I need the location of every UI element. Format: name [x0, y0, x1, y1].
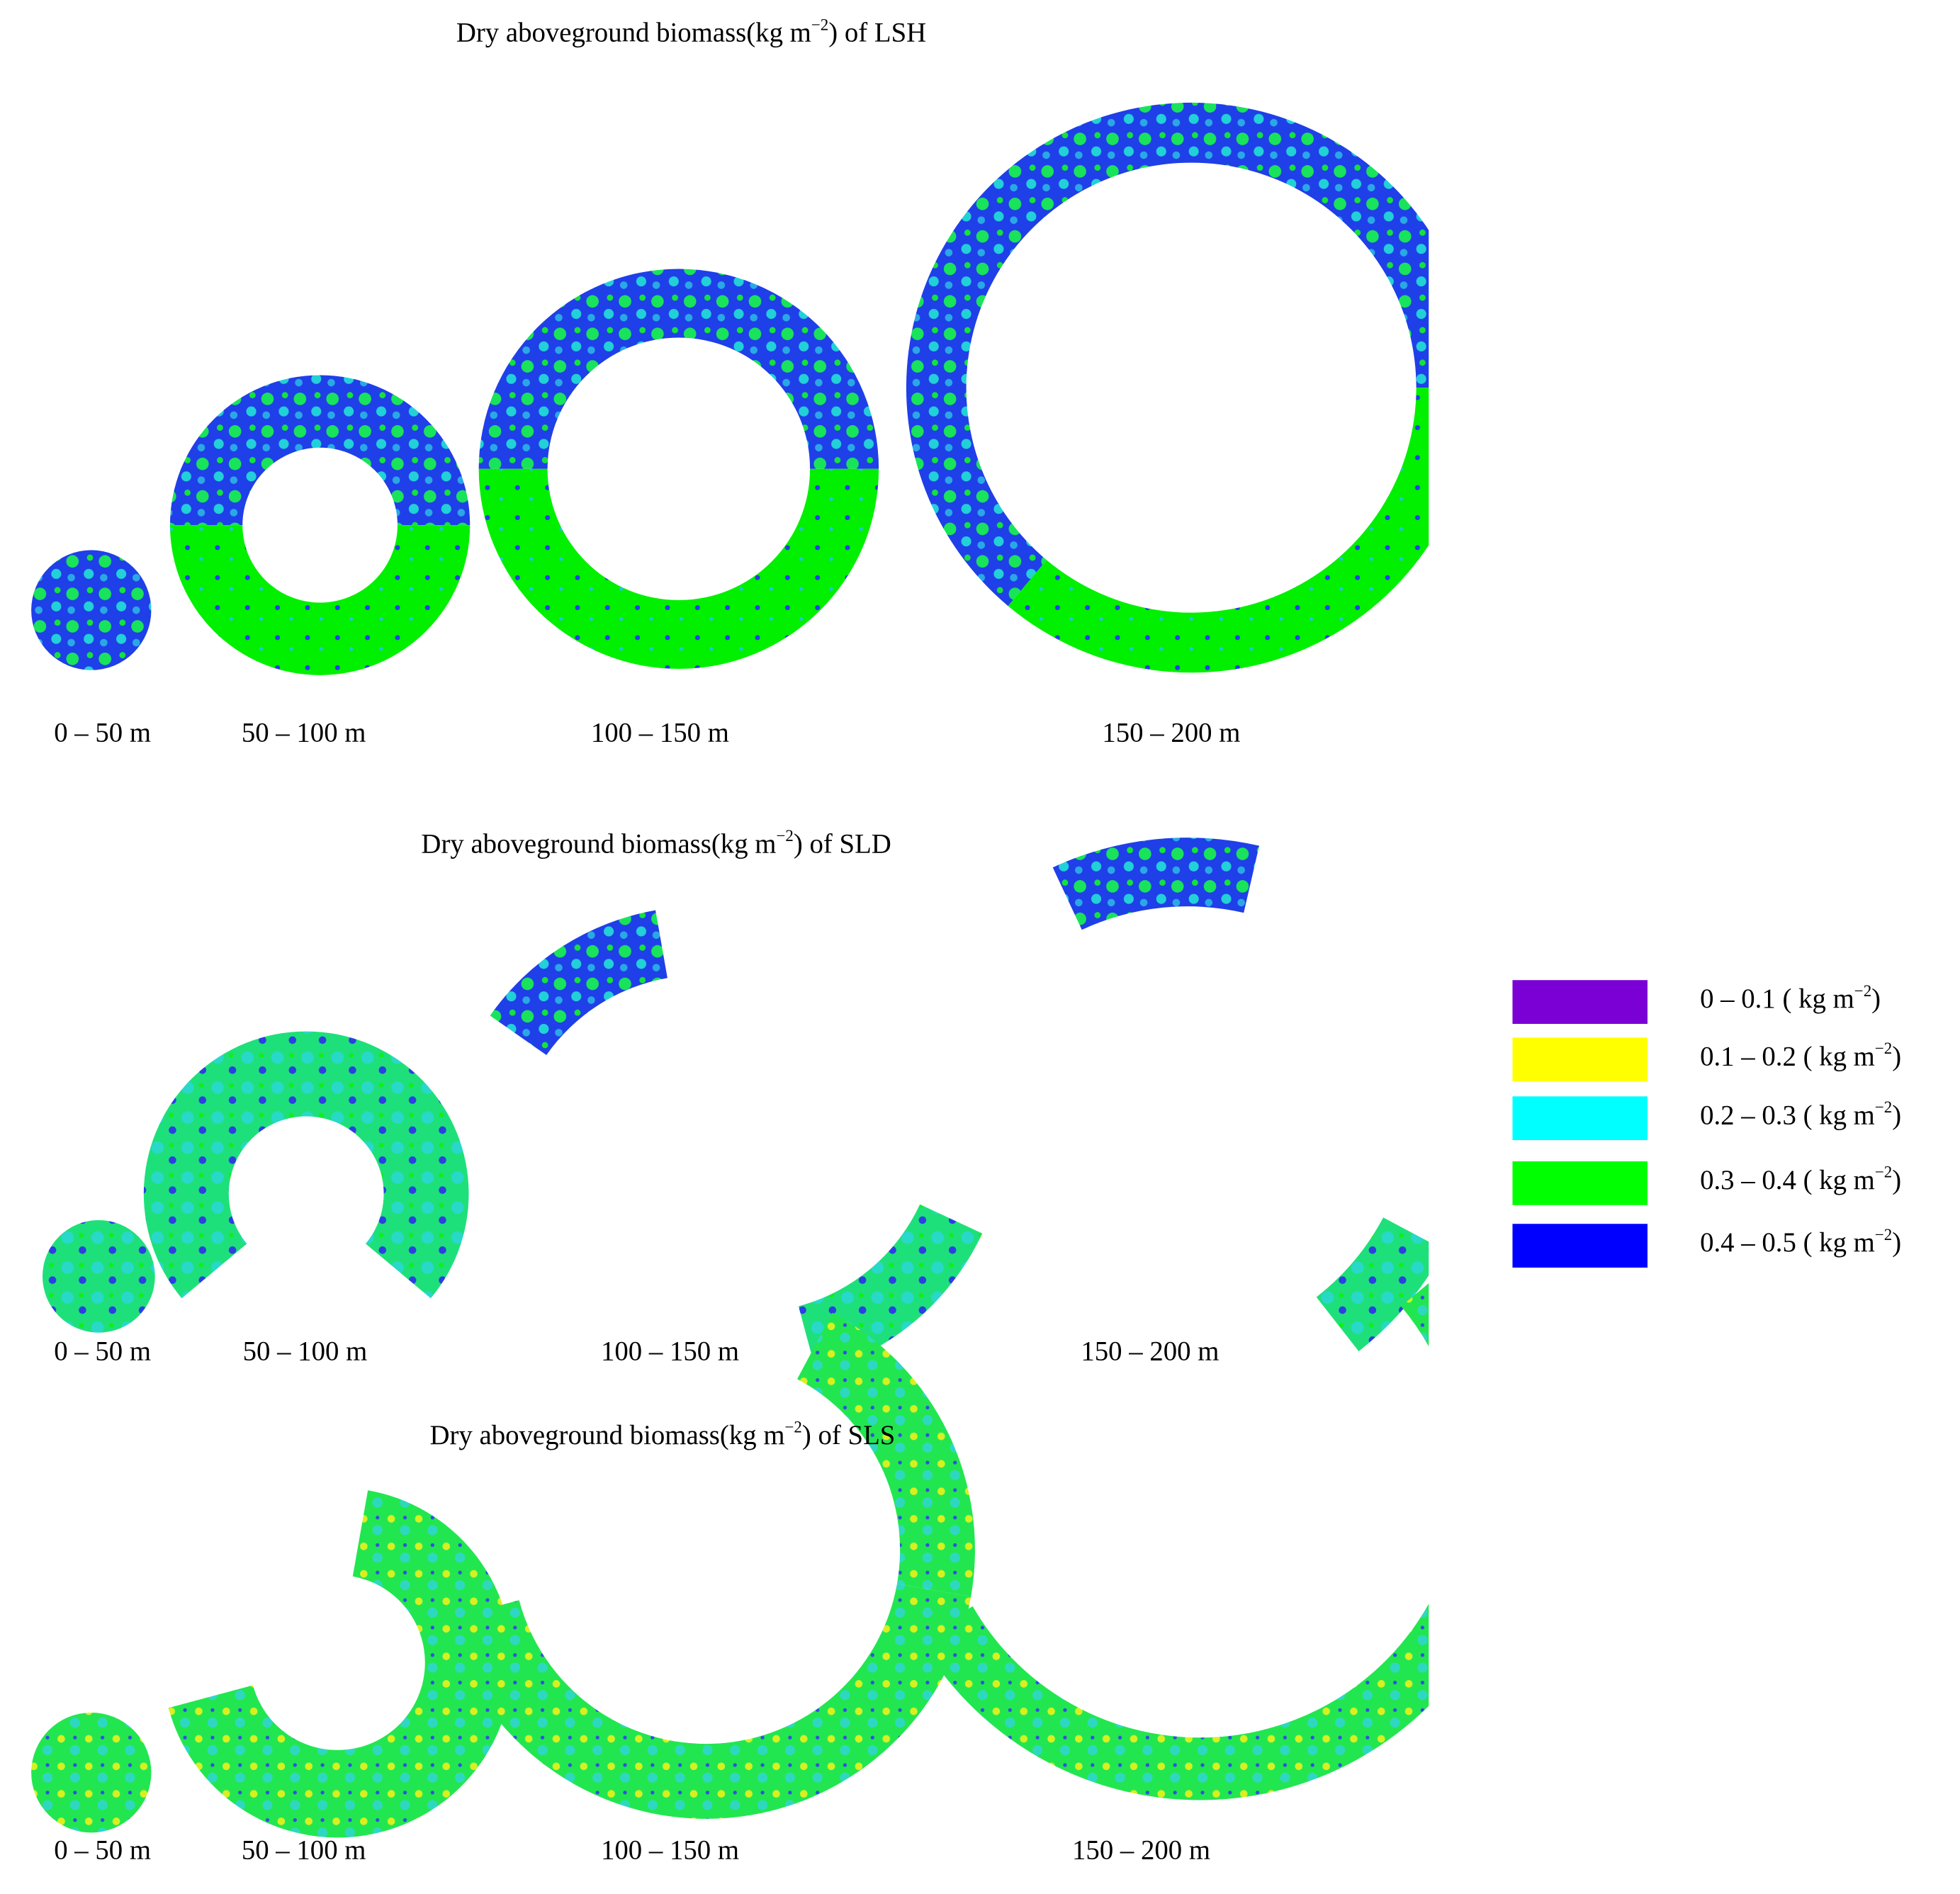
map-region	[446, 1584, 971, 1819]
ring-label: 100 – 150 m	[601, 1336, 739, 1367]
legend-label-part: −2	[1875, 1039, 1892, 1057]
ring-label: 0 – 50 m	[54, 1834, 151, 1865]
map-region	[918, 1603, 1429, 1800]
map-region	[478, 269, 879, 469]
ring-label: 50 – 100 m	[242, 1834, 366, 1865]
legend-label-part: )	[1892, 1227, 1901, 1258]
ring-label: 0 – 50 m	[54, 717, 151, 748]
map-region	[169, 525, 471, 675]
legend-swatch	[1512, 1224, 1648, 1268]
panel-title-part: −2	[785, 1419, 802, 1436]
legend-label-part: −2	[1854, 982, 1871, 1000]
legend-label-part: 0.4 – 0.5 ( kg m	[1700, 1227, 1875, 1258]
panel-title: Dry aboveground biomass(kg m−2) of SLD	[421, 827, 891, 859]
legend-label: 0 – 0.1 ( kg m−2)	[1700, 982, 1881, 1014]
legend-label-part: )	[1892, 1165, 1901, 1195]
legend-label-part: −2	[1875, 1098, 1892, 1116]
ring-label: 0 – 50 m	[54, 1336, 151, 1367]
map-region	[490, 910, 668, 1056]
legend-label: 0.4 – 0.5 ( kg m−2)	[1700, 1226, 1901, 1258]
ring-maps	[31, 102, 1429, 1838]
legend-label-part: 0 – 0.1 ( kg m	[1700, 983, 1854, 1014]
panel-title-part: ) of SLS	[802, 1420, 896, 1450]
ring-label: 50 – 100 m	[242, 717, 366, 748]
panel-title-part: ) of SLD	[794, 828, 891, 859]
legend-label-part: 0.1 – 0.2 ( kg m	[1700, 1041, 1875, 1071]
panel-title: Dry aboveground biomass(kg m−2) of SLS	[429, 1419, 895, 1450]
panel-title-part: Dry aboveground biomass(kg m	[429, 1420, 784, 1450]
panel-title-part: −2	[811, 16, 828, 34]
map-region	[168, 1490, 513, 1838]
map-region	[31, 550, 152, 670]
map-region	[1008, 388, 1429, 673]
legend-swatch	[1512, 1096, 1648, 1141]
ring-label: 100 – 150 m	[601, 1834, 739, 1865]
map-region	[1052, 838, 1260, 930]
legend-label-part: )	[1892, 1100, 1901, 1130]
map-region	[169, 375, 471, 526]
panel-title-part: Dry aboveground biomass(kg m	[456, 18, 811, 48]
ring-label: 50 – 100 m	[243, 1336, 368, 1367]
legend-label-part: 0.3 – 0.4 ( kg m	[1700, 1165, 1875, 1195]
panel-title: Dry aboveground biomass(kg m−2) of LSH	[456, 16, 926, 48]
legend-swatch	[1512, 1161, 1648, 1205]
legend-swatch	[1512, 980, 1648, 1024]
map-region	[31, 1712, 152, 1833]
map-region	[1316, 1217, 1429, 1352]
legend-label: 0.3 – 0.4 ( kg m−2)	[1700, 1163, 1901, 1195]
panel-title-part: −2	[776, 827, 793, 845]
ring-label: 100 – 150 m	[591, 717, 729, 748]
legend-label: 0.2 – 0.3 ( kg m−2)	[1700, 1098, 1901, 1130]
legend-label-part: −2	[1875, 1163, 1892, 1181]
ring-label: 150 – 200 m	[1081, 1336, 1219, 1367]
map-region	[42, 1219, 155, 1333]
panel-title-part: ) of LSH	[828, 18, 926, 48]
map-region	[143, 1031, 469, 1299]
legend-swatch	[1512, 1037, 1648, 1082]
map-region	[797, 1312, 975, 1597]
panel-title-part: Dry aboveground biomass(kg m	[421, 828, 776, 859]
legend-label-part: 0.2 – 0.3 ( kg m	[1700, 1100, 1875, 1130]
legend-label-part: −2	[1875, 1226, 1892, 1244]
ring-label: 150 – 200 m	[1102, 717, 1240, 748]
map-region	[1401, 1283, 1429, 1347]
ring-label: 150 – 200 m	[1072, 1834, 1210, 1865]
legend-label-part: )	[1871, 983, 1881, 1014]
legend-label: 0.1 – 0.2 ( kg m−2)	[1700, 1039, 1901, 1071]
legend-label-part: )	[1892, 1041, 1901, 1071]
map-region	[478, 468, 879, 670]
